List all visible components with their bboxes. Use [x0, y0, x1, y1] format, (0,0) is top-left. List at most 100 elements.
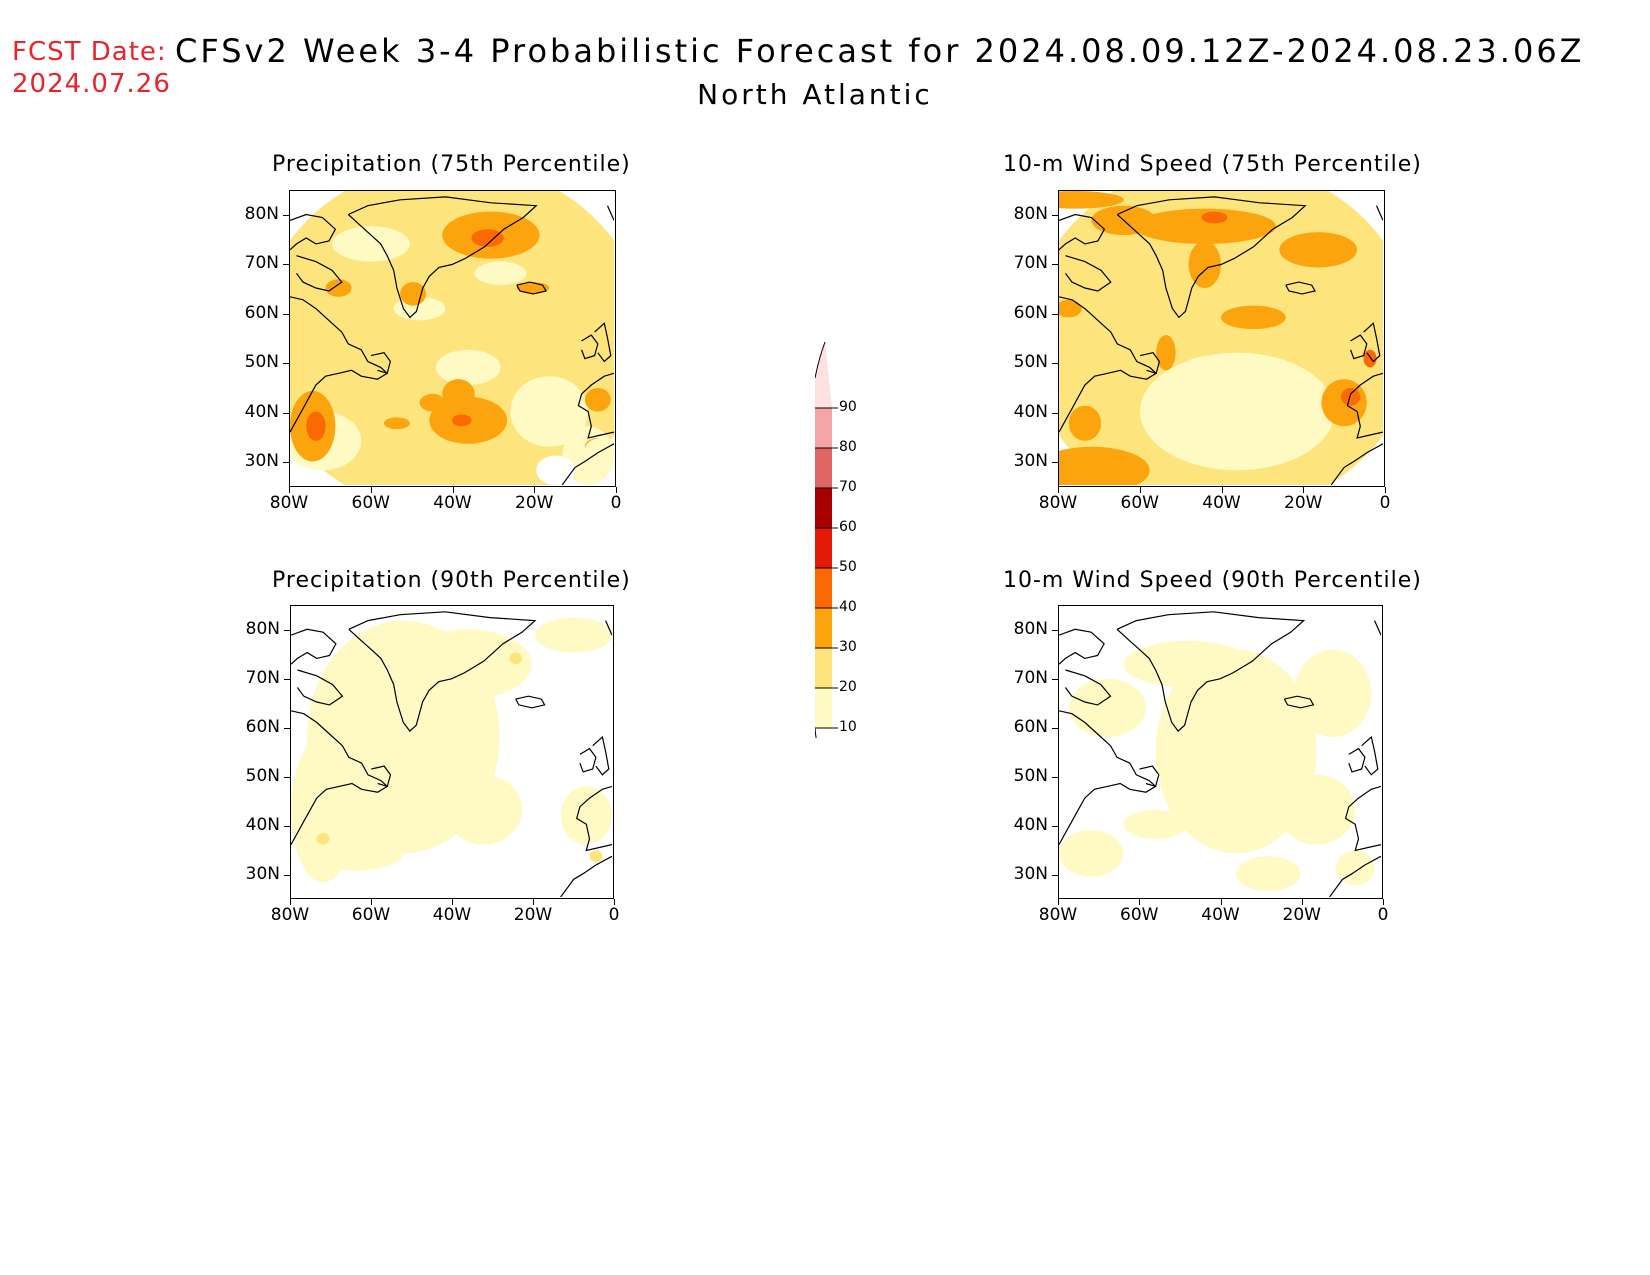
- lat-tick: [284, 825, 290, 827]
- contour-region: [442, 379, 475, 409]
- contour-region: [435, 349, 501, 386]
- colorbar-label: 20: [839, 679, 857, 695]
- colorbar-label: 80: [839, 439, 857, 455]
- lon-tick: [290, 899, 291, 905]
- coastline: [1350, 334, 1368, 360]
- lat-tick: [283, 313, 289, 315]
- coastline: [1375, 205, 1383, 221]
- lat-tick-label: 30N: [1013, 863, 1048, 884]
- lon-tick: [616, 487, 617, 493]
- forecast-date-label: FCST Date:: [12, 37, 167, 67]
- lon-tick-label: 80W: [1038, 905, 1078, 925]
- coastline: [560, 855, 612, 897]
- colorbar-graphic: [814, 341, 838, 769]
- contour-region: [1059, 299, 1082, 318]
- coastline: [1344, 785, 1381, 852]
- lat-tick: [283, 264, 289, 266]
- contour-region: [1155, 649, 1317, 854]
- lon-tick: [1220, 899, 1222, 905]
- coastline: [296, 669, 344, 706]
- contour-region: [1182, 355, 1247, 380]
- lon-tick: [1139, 487, 1141, 493]
- colorbar-label: 90: [839, 399, 857, 415]
- contour-region: [1236, 856, 1301, 892]
- lon-tick-label: 80W: [270, 905, 310, 925]
- lat-tick-label: 80N: [245, 618, 280, 639]
- coastline: [1329, 855, 1381, 897]
- lat-tick-label: 70N: [245, 667, 280, 688]
- contour-region: [1221, 305, 1286, 330]
- contour-region: [316, 832, 330, 845]
- lat-tick-label: 60N: [1013, 302, 1048, 323]
- lon-tick-label: 0: [608, 905, 620, 925]
- lon-tick-label: 60W: [1120, 905, 1159, 925]
- contour-region: [306, 411, 326, 441]
- coastline: [347, 196, 538, 319]
- coastline: [1139, 765, 1160, 788]
- coastline: [606, 205, 614, 221]
- coastline: [579, 747, 597, 773]
- coastline: [515, 695, 546, 709]
- lat-tick-label: 70N: [244, 253, 279, 274]
- lat-tick-label: 60N: [245, 716, 280, 737]
- contour-region: [1201, 211, 1228, 224]
- colorbar-segment: [815, 688, 832, 728]
- coastline: [1348, 747, 1366, 773]
- map-wind-90: [1058, 605, 1383, 899]
- contour-region: [1335, 850, 1375, 886]
- coastline: [1283, 695, 1315, 709]
- contour-region: [1188, 240, 1221, 289]
- coastline: [1059, 213, 1106, 251]
- contour-region: [403, 629, 532, 700]
- lat-tick-label: 80N: [244, 203, 279, 224]
- coastline: [290, 296, 389, 433]
- contour-region: [1059, 191, 1124, 209]
- colorbar-label: 40: [839, 599, 857, 615]
- coastline: [594, 322, 612, 363]
- coastline: [1346, 372, 1383, 439]
- colorbar-label: 60: [839, 519, 857, 535]
- colorbar-segment: [815, 342, 832, 408]
- contour-region: [1068, 405, 1102, 441]
- contour-region: [536, 455, 576, 485]
- map-field-wind-75: [1059, 191, 1383, 485]
- contour-region: [534, 617, 612, 653]
- lon-tick-label: 80W: [269, 493, 309, 513]
- colorbar: 10 20 30 40 50 60 70 80 90: [814, 338, 875, 769]
- colorbar-label: 70: [839, 479, 857, 495]
- colorbar-segment: [815, 488, 832, 528]
- coastline: [371, 765, 392, 788]
- lon-tick-label: 20W: [1284, 493, 1323, 513]
- colorbar-cap: [814, 341, 826, 379]
- lat-tick: [1052, 678, 1058, 680]
- page-title: CFSv2 Week 3-4 Probabilistic Forecast fo…: [175, 32, 1585, 70]
- colorbar-segment: [815, 648, 832, 688]
- coastline: [1059, 296, 1158, 433]
- colorbar-label: 10: [839, 719, 857, 735]
- lon-tick: [614, 899, 615, 905]
- contour-region: [332, 226, 410, 262]
- coastline: [1139, 352, 1161, 375]
- contour-region: [452, 414, 472, 427]
- contour-region: [510, 376, 589, 447]
- colorbar-segment: [815, 528, 832, 568]
- lat-tick-label: 80N: [1013, 618, 1048, 639]
- lat-tick: [283, 412, 289, 414]
- lat-tick-label: 40N: [244, 401, 279, 422]
- lon-tick-label: 80W: [1038, 493, 1078, 513]
- lat-tick: [1052, 264, 1058, 266]
- colorbar-tail: [814, 727, 826, 769]
- lon-tick-label: 20W: [513, 905, 553, 925]
- coastline: [370, 352, 392, 375]
- contour-region: [445, 774, 523, 845]
- coastline: [516, 281, 547, 295]
- lat-tick: [1052, 313, 1058, 315]
- coastline: [291, 628, 337, 665]
- contour-region: [560, 786, 612, 845]
- coastline: [1116, 611, 1306, 732]
- colorbar-segment: [815, 568, 832, 608]
- lat-tick-label: 50N: [244, 352, 279, 373]
- contour-region: [1140, 352, 1335, 471]
- coastline: [1374, 620, 1381, 636]
- lat-tick: [284, 874, 290, 876]
